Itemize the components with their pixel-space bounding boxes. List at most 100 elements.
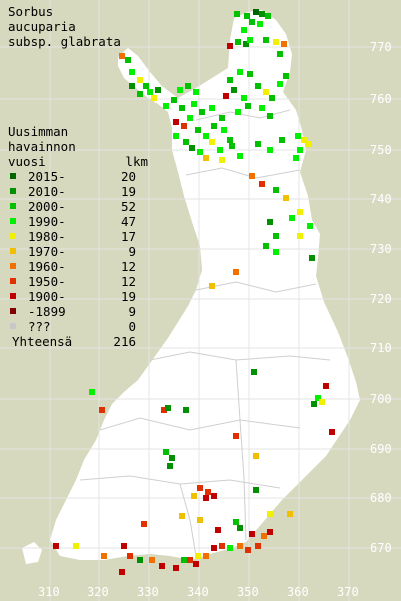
map-title: Sorbus aucuparia subsp. glabrata [8,4,121,49]
observation-square [99,407,105,413]
observation-square [223,93,229,99]
observation-square [179,105,185,111]
observation-square [191,101,197,107]
observation-square [211,123,217,129]
observation-square [269,95,275,101]
observation-square [227,137,233,143]
legend-item-count: 17 [120,229,136,244]
y-tick-label: 680 [370,491,392,505]
observation-square [121,543,127,549]
legend-item: 1900- 19 [8,289,136,304]
x-tick-label: 350 [237,585,259,599]
observation-square [147,89,153,95]
observation-square [249,173,255,179]
observation-square [219,115,225,121]
observation-square [191,493,197,499]
legend-item-count: 52 [120,199,136,214]
observation-square [197,149,203,155]
legend-item: 1970- 9 [8,244,136,259]
observation-square [267,219,273,225]
y-tick-label: 770 [370,40,392,54]
observation-square [277,51,283,57]
legend-item-label: ??? [28,319,51,334]
x-tick-label: 310 [38,585,60,599]
legend-item-count: 0 [128,319,136,334]
observation-square [137,557,143,563]
observation-square [247,71,253,77]
observation-square [259,181,265,187]
observation-square [289,215,295,221]
legend-swatch [10,248,16,254]
observation-square [125,57,131,63]
observation-square [195,127,201,133]
observation-square [137,91,143,97]
observation-square [219,543,225,549]
legend-total: Yhteensä 216 [8,334,136,349]
legend-swatch [10,278,16,284]
x-tick-label: 340 [187,585,209,599]
observation-square [295,133,301,139]
observation-square [243,41,249,47]
observation-square [297,233,303,239]
observation-square [119,569,125,575]
observation-square [311,401,317,407]
legend-col-count: lkm [125,154,148,169]
observation-square [241,95,247,101]
y-tick-label: 720 [370,292,392,306]
legend-item-count: 20 [120,169,136,184]
observation-square [251,369,257,375]
legend-swatch [10,173,16,179]
observation-square [129,69,135,75]
observation-square [187,115,193,121]
y-tick-label: 690 [370,442,392,456]
y-axis-ticks: 770 760 750 740 730 720 710 700 690 680 670 [370,40,392,555]
legend-header-1: Uusimman [8,124,69,139]
observation-square [165,405,171,411]
observation-square [215,527,221,533]
observation-square [319,399,325,405]
y-tick-label: 730 [370,242,392,256]
observations [53,9,335,575]
observation-square [227,545,233,551]
legend-item: 1960- 12 [8,259,136,274]
observation-square [137,77,143,83]
observation-square [89,389,95,395]
title-line-1: Sorbus [8,4,54,19]
legend-item-count: 19 [120,184,136,199]
legend-header-2: havainnon [8,139,76,154]
observation-square [181,557,187,563]
observation-square [205,489,211,495]
observation-square [141,521,147,527]
observation-square [287,511,293,517]
observation-square [247,37,253,43]
observation-square [315,395,321,401]
legend-total-count: 216 [113,334,136,349]
observation-square [171,97,177,103]
observation-square [229,143,235,149]
legend-swatch [10,323,16,329]
observation-square [235,109,241,115]
observation-square [101,553,107,559]
observation-square [253,487,259,493]
x-tick-label: 320 [87,585,109,599]
x-tick-label: 370 [337,585,359,599]
legend-item: 2015- 20 [8,169,136,184]
observation-square [173,565,179,571]
legend-item-label: 1960- [28,259,66,274]
legend-item-label: 1900- [28,289,66,304]
legend-item-label: 2010- [28,184,66,199]
observation-square [231,87,237,93]
observation-square [263,243,269,249]
observation-square [259,11,265,17]
observation-square [273,187,279,193]
observation-square [233,269,239,275]
observation-square [273,249,279,255]
observation-square [227,77,233,83]
observation-square [255,141,261,147]
observation-square [244,13,250,19]
legend-item-count: 47 [120,214,136,229]
observation-square [249,19,255,25]
observation-square [259,105,265,111]
